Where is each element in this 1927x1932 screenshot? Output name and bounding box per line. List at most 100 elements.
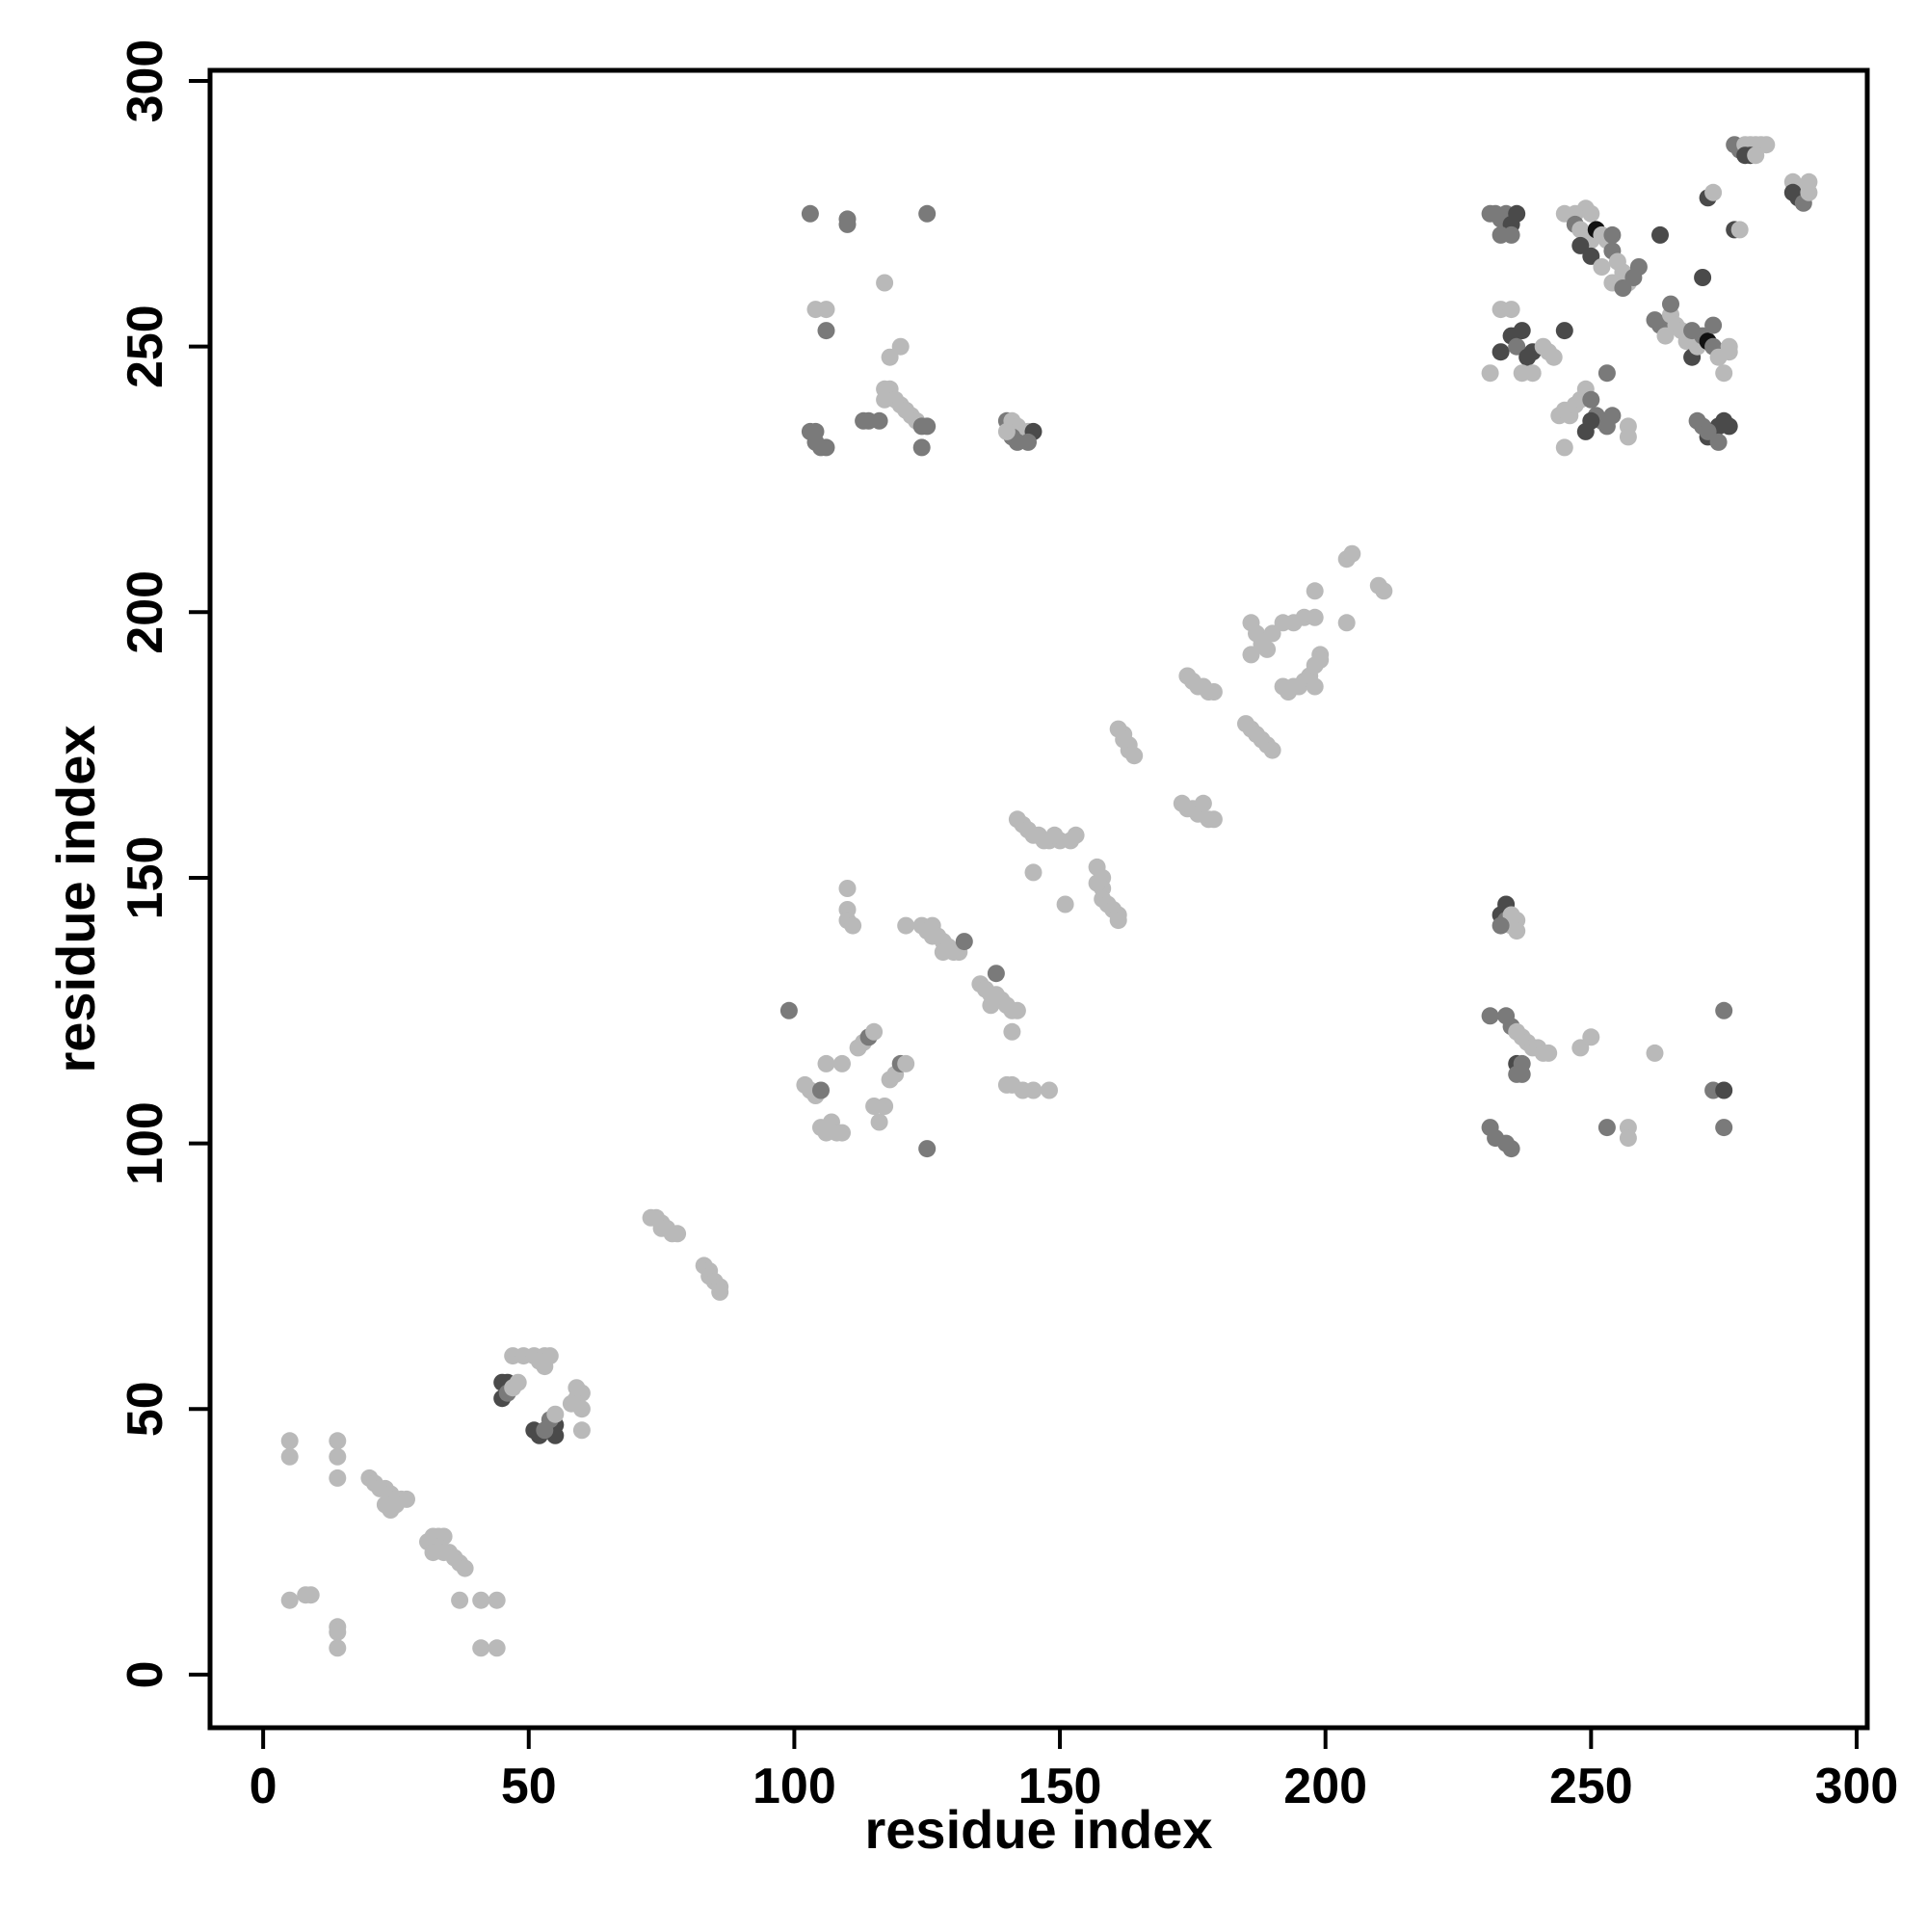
data-point [1603, 407, 1622, 425]
data-point [1715, 364, 1733, 383]
data-point [1730, 221, 1749, 239]
x-tick-label: 50 [501, 1759, 557, 1814]
data-point [1619, 428, 1637, 446]
data-point [1646, 1044, 1664, 1062]
data-point [1109, 912, 1127, 930]
data-point [1204, 810, 1223, 829]
data-point [1704, 183, 1723, 201]
data-point [280, 1591, 299, 1609]
data-point [488, 1591, 506, 1609]
data-point [1502, 225, 1520, 244]
data-point [1603, 225, 1622, 244]
data-point [1720, 337, 1738, 356]
y-tick-label: 200 [118, 570, 173, 654]
data-point [1597, 364, 1616, 383]
data-point [1481, 1007, 1499, 1025]
data-point [572, 1421, 591, 1440]
data-point [1502, 301, 1520, 319]
data-point [801, 204, 819, 223]
points-layer [280, 136, 1818, 1657]
data-point [817, 438, 835, 457]
data-point [1311, 650, 1330, 669]
data-point [1491, 916, 1510, 935]
data-point [1593, 258, 1611, 276]
data-point [451, 1591, 469, 1609]
x-axis: 0 50 100 150 200 250 300 [250, 1728, 1899, 1814]
data-point [546, 1405, 565, 1423]
data-point [881, 348, 899, 366]
data-point [509, 1373, 527, 1391]
data-point [1508, 922, 1526, 940]
data-point [1683, 322, 1702, 340]
data-point [280, 1432, 299, 1450]
data-point [934, 943, 952, 962]
data-point [1508, 204, 1526, 223]
data-point [1699, 422, 1717, 440]
data-point [1555, 322, 1573, 340]
data-point [302, 1586, 320, 1604]
data-point [844, 916, 862, 935]
data-point [1306, 582, 1324, 600]
data-point [1582, 1028, 1600, 1046]
data-point [1709, 433, 1728, 451]
data-point [1003, 1022, 1021, 1041]
data-point [1481, 364, 1499, 383]
data-point [1629, 258, 1648, 276]
data-point [1502, 1140, 1520, 1158]
data-point [456, 1559, 474, 1577]
data-point [329, 1447, 347, 1466]
data-point [1582, 247, 1600, 265]
data-point [568, 1379, 586, 1397]
data-point [1555, 438, 1573, 457]
data-point [891, 337, 910, 356]
data-point [1597, 1119, 1616, 1137]
data-point [982, 996, 1000, 1015]
data-point [1582, 390, 1600, 409]
data-point [1258, 640, 1277, 658]
data-point [838, 215, 857, 233]
data-point [918, 1140, 937, 1158]
data-point [1088, 874, 1106, 892]
data-point [918, 204, 937, 223]
data-point [912, 438, 931, 457]
y-axis-title: residue index [45, 725, 106, 1072]
x-tick-label: 250 [1549, 1759, 1633, 1814]
data-point [1045, 826, 1064, 844]
data-point [1306, 677, 1324, 696]
data-point [329, 1469, 347, 1487]
data-point [424, 1544, 442, 1562]
y-tick-label: 100 [118, 1101, 173, 1185]
data-point [1024, 1081, 1043, 1099]
data-point [1715, 1001, 1733, 1019]
data-point [386, 1495, 405, 1514]
data-point [1513, 1054, 1531, 1072]
data-point [876, 1098, 894, 1115]
x-tick-label: 100 [752, 1759, 836, 1814]
data-point [1656, 327, 1675, 345]
data-point [1576, 422, 1595, 440]
data-point [1508, 337, 1526, 356]
data-point [1540, 1044, 1558, 1062]
data-point [530, 1352, 548, 1370]
data-point [918, 417, 937, 436]
data-point [817, 1054, 835, 1072]
data-point [472, 1639, 490, 1657]
data-point [779, 1001, 798, 1019]
data-point [1242, 646, 1260, 664]
data-point [711, 1283, 729, 1301]
x-tick-label: 300 [1815, 1759, 1899, 1814]
data-point [280, 1447, 299, 1466]
data-point [1263, 624, 1281, 643]
y-axis: 0 50 100 150 200 250 300 [118, 40, 210, 1688]
y-tick-label: 50 [118, 1381, 173, 1437]
x-axis-title: residue index [864, 1799, 1212, 1860]
data-point [1582, 204, 1600, 223]
data-point [1757, 136, 1776, 154]
data-point [876, 390, 894, 409]
data-point [1019, 433, 1037, 451]
data-point [329, 1639, 347, 1657]
y-tick-label: 300 [118, 40, 173, 123]
data-point [1194, 794, 1212, 812]
